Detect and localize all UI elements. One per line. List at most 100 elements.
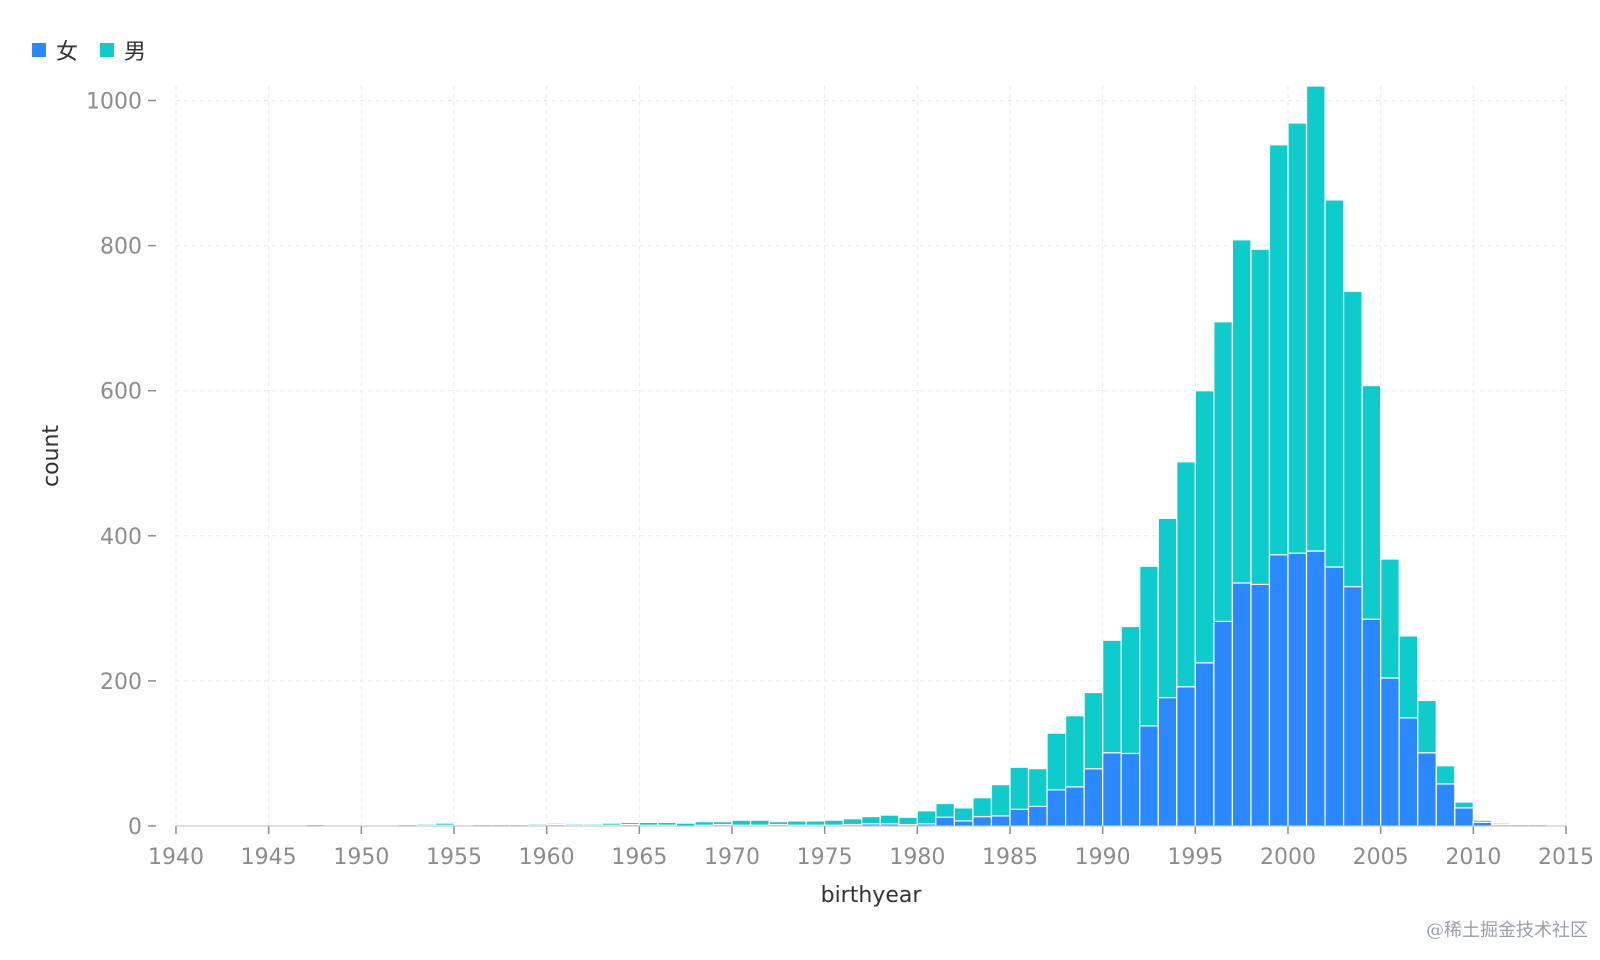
bar-male bbox=[638, 821, 659, 826]
bar-male bbox=[1417, 699, 1437, 754]
y-axis-title: count bbox=[39, 425, 64, 487]
legend-label-male: 男 bbox=[124, 40, 147, 65]
bar-male bbox=[1342, 290, 1363, 588]
bar-female bbox=[1027, 805, 1048, 827]
x-tick-label: 1940 bbox=[148, 845, 204, 870]
bar-male bbox=[1194, 390, 1215, 664]
bar-female bbox=[990, 815, 1011, 827]
x-tick-label: 1960 bbox=[519, 845, 575, 870]
x-tick-label: 1950 bbox=[333, 845, 389, 870]
bar-female bbox=[1083, 768, 1104, 827]
bar-male bbox=[972, 797, 993, 818]
bar-female bbox=[1417, 752, 1437, 827]
x-axis-title: birthyear bbox=[821, 883, 923, 908]
bar-female bbox=[1454, 807, 1474, 827]
bar-male bbox=[1213, 321, 1234, 623]
bar-male bbox=[601, 822, 622, 826]
y-tick-label: 1000 bbox=[86, 90, 142, 115]
bar-male bbox=[694, 821, 715, 826]
bar-male bbox=[805, 820, 826, 826]
bar-male bbox=[898, 816, 918, 826]
bar-male bbox=[1287, 122, 1308, 554]
bar-male bbox=[786, 820, 807, 826]
bar-female bbox=[1361, 618, 1382, 827]
bar-male bbox=[768, 821, 789, 826]
bar-male bbox=[1176, 461, 1196, 688]
bar-female bbox=[1324, 566, 1345, 827]
bar-male bbox=[1157, 517, 1178, 699]
legend-item-female[interactable]: 女 bbox=[32, 34, 78, 66]
bar-female bbox=[1046, 789, 1067, 827]
bar-female bbox=[1250, 583, 1271, 827]
x-tick-label: 2010 bbox=[1445, 845, 1501, 870]
bar-male bbox=[749, 819, 770, 826]
bar-female bbox=[1380, 677, 1400, 827]
y-tick-label: 800 bbox=[100, 235, 142, 260]
x-tick-label: 1955 bbox=[426, 845, 482, 870]
bar-male bbox=[1120, 625, 1141, 755]
bar-female bbox=[1009, 808, 1030, 827]
bar-male bbox=[861, 815, 881, 825]
bar-male bbox=[916, 810, 937, 825]
bar-male bbox=[712, 821, 733, 826]
bar-male bbox=[1398, 635, 1419, 719]
bar-female bbox=[1194, 662, 1215, 827]
bar-female bbox=[1102, 752, 1122, 827]
bar-male bbox=[1102, 639, 1122, 754]
bar-female bbox=[1213, 620, 1234, 827]
bar-male bbox=[1268, 144, 1289, 556]
x-tick-label: 1985 bbox=[982, 845, 1038, 870]
x-tick-label: 1945 bbox=[241, 845, 297, 870]
bar-male bbox=[1046, 732, 1067, 791]
bar-female bbox=[1398, 717, 1419, 827]
bar-male bbox=[583, 823, 603, 826]
bar-female bbox=[1435, 783, 1456, 827]
bar-male bbox=[1361, 385, 1382, 620]
bar-male bbox=[1324, 199, 1345, 568]
bar-male bbox=[1064, 715, 1085, 788]
bar-female bbox=[972, 815, 993, 827]
bar-male bbox=[564, 823, 585, 826]
x-tick-label: 1995 bbox=[1167, 845, 1223, 870]
bar-male bbox=[990, 784, 1011, 817]
x-tick-label: 1980 bbox=[889, 845, 945, 870]
bar-female bbox=[1064, 786, 1085, 827]
bar-male bbox=[1027, 768, 1048, 808]
bar-female bbox=[1268, 554, 1289, 827]
x-tick-label: 2015 bbox=[1538, 845, 1594, 870]
bar-female bbox=[1231, 582, 1252, 827]
bar-male bbox=[434, 822, 455, 826]
legend-swatch-female bbox=[32, 43, 46, 57]
bar-male bbox=[1009, 766, 1030, 810]
x-tick-label: 1965 bbox=[611, 845, 667, 870]
bar-male bbox=[546, 822, 566, 826]
legend-swatch-male bbox=[100, 43, 115, 57]
x-tick-label: 1990 bbox=[1075, 845, 1131, 870]
y-tick-label: 600 bbox=[100, 380, 142, 405]
bar-male bbox=[416, 823, 437, 826]
x-tick-label: 2005 bbox=[1353, 845, 1409, 870]
bar-female bbox=[1287, 552, 1308, 827]
bar-male bbox=[657, 821, 677, 826]
bar-female bbox=[1342, 585, 1363, 827]
bar-male bbox=[1472, 819, 1493, 823]
x-tick-label: 2000 bbox=[1260, 845, 1316, 870]
bar-male bbox=[1305, 85, 1326, 552]
bar-male bbox=[935, 802, 955, 818]
bar-female bbox=[953, 820, 974, 827]
bar-male bbox=[1491, 822, 1512, 826]
bar-male bbox=[953, 807, 974, 822]
bar-male bbox=[1250, 248, 1271, 586]
bar-female bbox=[1120, 752, 1141, 827]
y-tick-label: 0 bbox=[128, 815, 142, 840]
y-tick-label: 400 bbox=[100, 525, 142, 550]
legend-label-female: 女 bbox=[56, 40, 79, 65]
bar-female bbox=[935, 816, 955, 827]
y-tick-label: 200 bbox=[100, 670, 142, 695]
watermark: @稀土掘金技术社区 bbox=[1426, 920, 1588, 941]
legend-item-male[interactable]: 男 bbox=[100, 34, 146, 66]
bar-male bbox=[1435, 765, 1456, 785]
bar-male bbox=[879, 814, 900, 825]
